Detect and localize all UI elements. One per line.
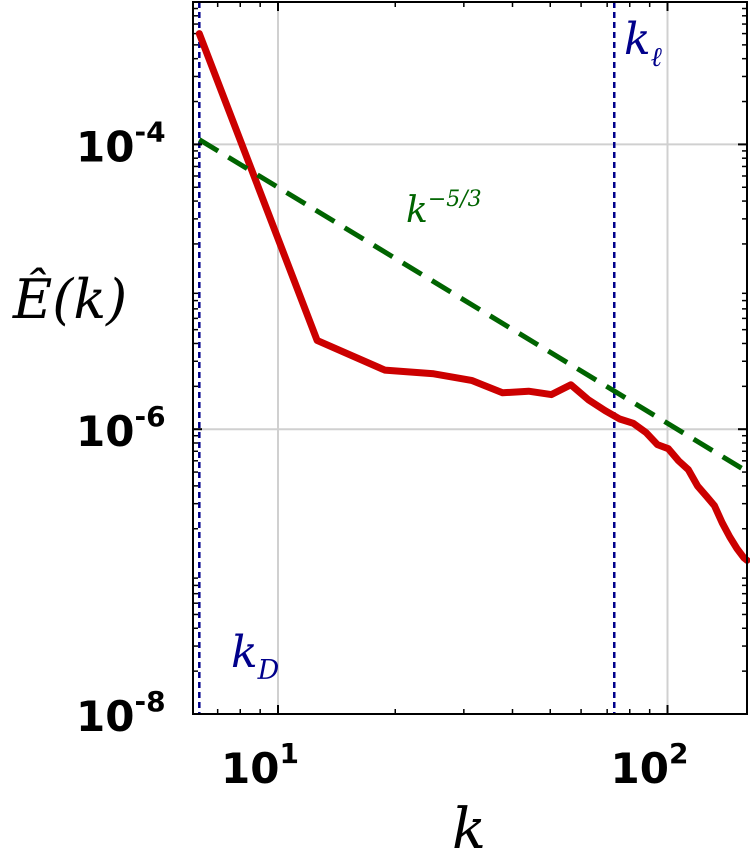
x-tick-labels: 101 102	[221, 737, 688, 793]
reference-lines	[198, 2, 616, 714]
y-tick-labels: 10-8 10-6 10-4	[76, 115, 166, 741]
x-tick-label: 102	[611, 737, 689, 793]
spectrum-line	[195, 30, 750, 564]
data-series	[195, 30, 750, 564]
y-tick-label: 10-8	[76, 685, 166, 741]
minor-ticks	[193, 2, 747, 714]
annotation-kl: kℓ	[624, 14, 663, 73]
grid-lines	[193, 2, 747, 715]
x-tick-label: 101	[221, 737, 299, 793]
y-axis-label: Ê(k)	[12, 267, 127, 331]
y-tick-label: 10-6	[76, 400, 166, 456]
y-tick-label: 10-4	[76, 115, 166, 171]
plot-frame	[192, 1, 748, 715]
annotations: kD kℓ k−5/3	[231, 14, 663, 686]
annotation-slope: k−5/3	[406, 187, 482, 231]
x-axis-label: k	[452, 797, 486, 855]
slope-reference-line	[198, 137, 749, 474]
annotation-kD: kD	[231, 627, 280, 686]
major-ticks	[193, 2, 747, 715]
